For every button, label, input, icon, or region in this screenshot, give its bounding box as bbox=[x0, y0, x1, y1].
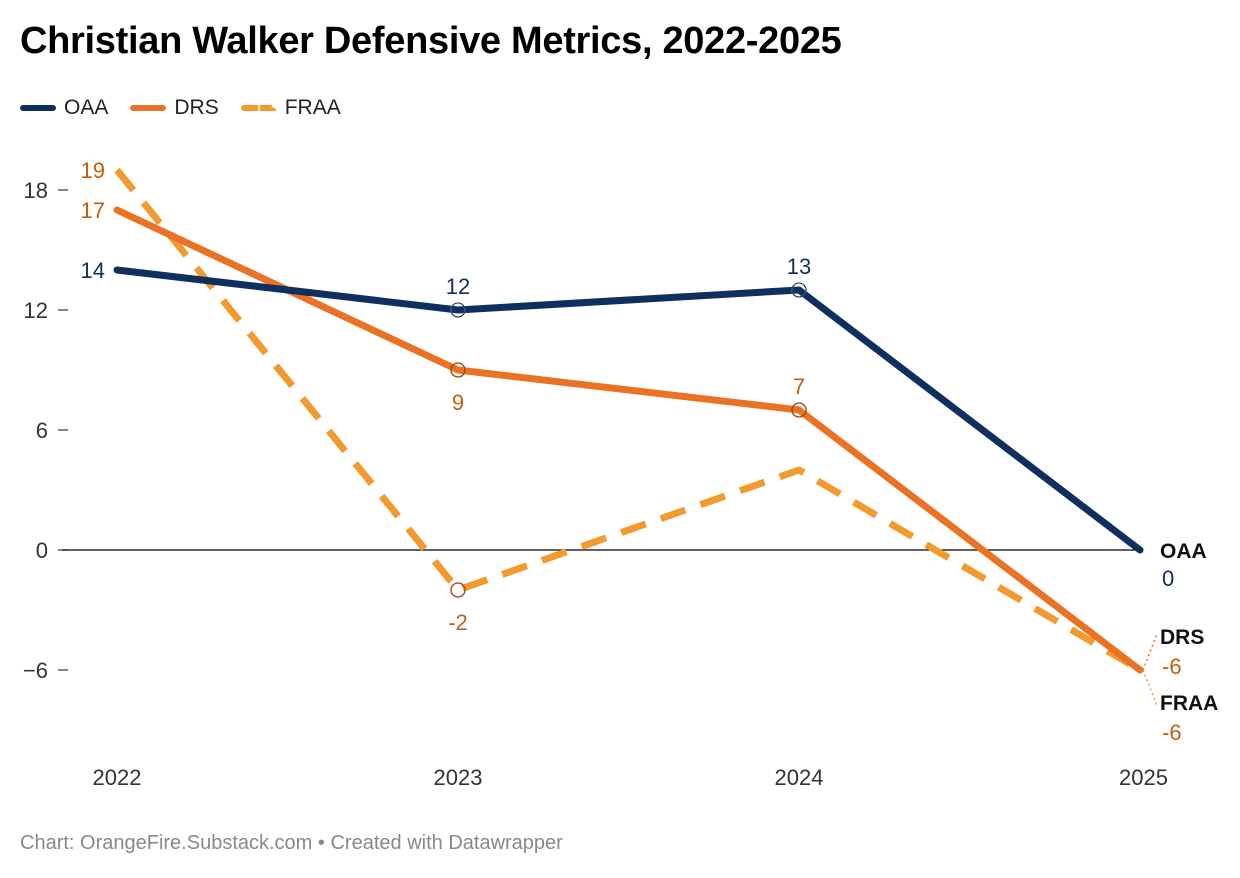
data-label-drs: 9 bbox=[452, 390, 464, 415]
data-label-drs: 17 bbox=[81, 198, 105, 223]
end-label-oaa: OAA bbox=[1160, 540, 1207, 563]
legend-item-oaa: OAA bbox=[20, 96, 108, 120]
leader-line-drs bbox=[1142, 633, 1158, 671]
data-labels: 14 12 13 0 17 9 7 -6 19 -2 -6 OAA DRS FRAA bbox=[81, 158, 1219, 745]
data-label-drs: -6 bbox=[1162, 654, 1182, 679]
point-ring-drs bbox=[791, 402, 807, 418]
legend-item-drs: DRS bbox=[130, 96, 219, 120]
legend-label-fraa: FRAA bbox=[284, 96, 341, 119]
point-ring-drs bbox=[450, 362, 466, 378]
point-ring-oaa bbox=[450, 302, 466, 318]
x-tick-label: 2022 bbox=[93, 765, 142, 790]
end-label-drs: DRS bbox=[1160, 626, 1204, 649]
data-label-oaa: 12 bbox=[446, 274, 470, 299]
series-lines bbox=[113, 167, 1144, 674]
y-tick-label: 18 bbox=[24, 178, 48, 203]
footer-source: Chart: OrangeFire.Substack.com bbox=[20, 832, 313, 854]
legend-swatch-fraa bbox=[240, 105, 277, 111]
leader-line-fraa bbox=[1142, 669, 1158, 707]
chart-title: Christian Walker Defensive Metrics, 2022… bbox=[20, 20, 842, 62]
data-label-oaa: 13 bbox=[787, 254, 811, 279]
data-points bbox=[450, 282, 807, 598]
point-ring-oaa bbox=[791, 282, 807, 298]
legend-label-oaa: OAA bbox=[64, 96, 109, 119]
data-label-fraa: 19 bbox=[81, 158, 105, 183]
series-line-drs bbox=[113, 206, 1144, 674]
data-label-drs: 7 bbox=[793, 374, 805, 399]
series-line-oaa bbox=[113, 266, 1144, 554]
end-label-fraa: FRAA bbox=[1160, 692, 1218, 715]
legend-swatch-oaa bbox=[20, 105, 56, 111]
legend-item-fraa: FRAA bbox=[240, 96, 341, 120]
point-ring-fraa bbox=[450, 582, 466, 598]
data-label-oaa: 0 bbox=[1162, 566, 1174, 591]
y-tick-label: −6 bbox=[23, 658, 48, 683]
axes: 18 12 6 0 −6 2022 2023 2024 2025 bbox=[23, 178, 1168, 790]
data-label-oaa: 14 bbox=[81, 258, 105, 283]
legend-label-drs: DRS bbox=[174, 96, 219, 119]
y-tick-label: 12 bbox=[24, 298, 48, 323]
legend-swatch-drs bbox=[130, 105, 167, 111]
x-tick-label: 2025 bbox=[1119, 765, 1168, 790]
x-tick-label: 2024 bbox=[775, 765, 824, 790]
x-tick-label: 2023 bbox=[434, 765, 483, 790]
footer-separator: • bbox=[317, 832, 325, 854]
data-label-fraa: -2 bbox=[448, 610, 468, 635]
y-tick-label: 6 bbox=[36, 418, 48, 443]
series-line-fraa bbox=[114, 167, 1142, 674]
data-label-fraa: -6 bbox=[1162, 720, 1182, 745]
legend: OAA DRS FRAA bbox=[20, 96, 363, 120]
chart-footer: Chart: OrangeFire.Substack.com • Created… bbox=[20, 832, 563, 855]
y-tick-label: 0 bbox=[36, 538, 48, 563]
footer-credit: Created with Datawrapper bbox=[330, 832, 563, 854]
